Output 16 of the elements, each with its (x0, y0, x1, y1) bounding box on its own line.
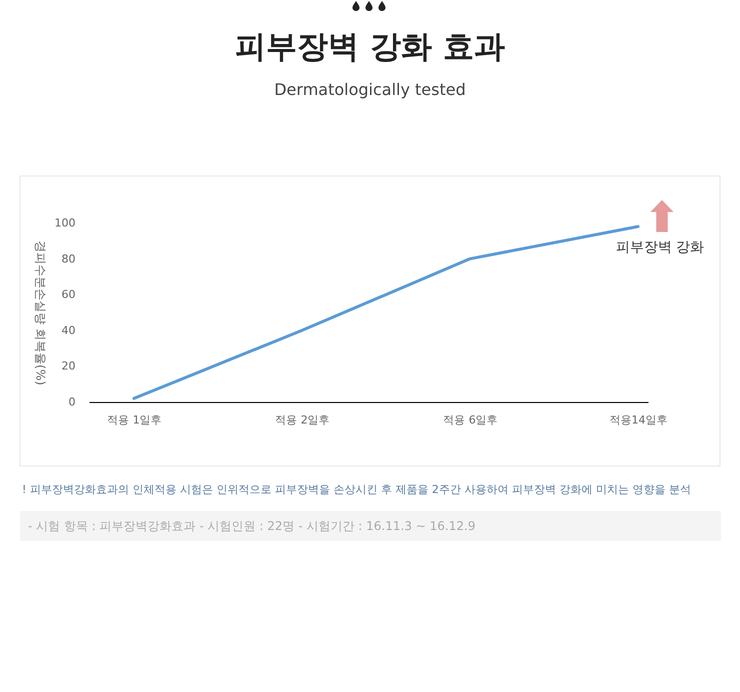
y-tick-label: 80 (62, 252, 76, 266)
y-tick-label: 40 (62, 324, 76, 337)
chart-subtitle: Dermatologically tested (274, 80, 466, 99)
y-tick-label: 60 (62, 288, 76, 302)
y-tick-label: 20 (62, 360, 76, 373)
x-tick-label: 적용14일후 (609, 414, 668, 426)
x-tick-label: 적용 1일후 (107, 414, 162, 426)
chart-title: 피부장벽 강화 효과 (235, 29, 505, 65)
annotation: 피부장벽 강화 (616, 240, 704, 256)
text: ! 피부장벽강화효과의 인체적용 시험은 인위적으로 피부장벽을 손상시킨 후 제품을 2주간 사용하여 피부장벽 강화에 미치는 영향을 분석 (22, 483, 691, 496)
text: - 시험 항목 : 피부장벽강화효과 - 시험인원 : 22명 - 시험기간 : 16.11.3 ~ 16.12.9 (28, 519, 476, 533)
x-tick-label: 적용 2일후 (275, 414, 330, 426)
y-tick-label: 0 (68, 396, 76, 408)
x-tick-label: 적용 6일후 (443, 414, 498, 426)
y-tick-label: 100 (54, 216, 76, 230)
y-axis-title: 경피수분손실량 회복율(%) (34, 240, 48, 386)
